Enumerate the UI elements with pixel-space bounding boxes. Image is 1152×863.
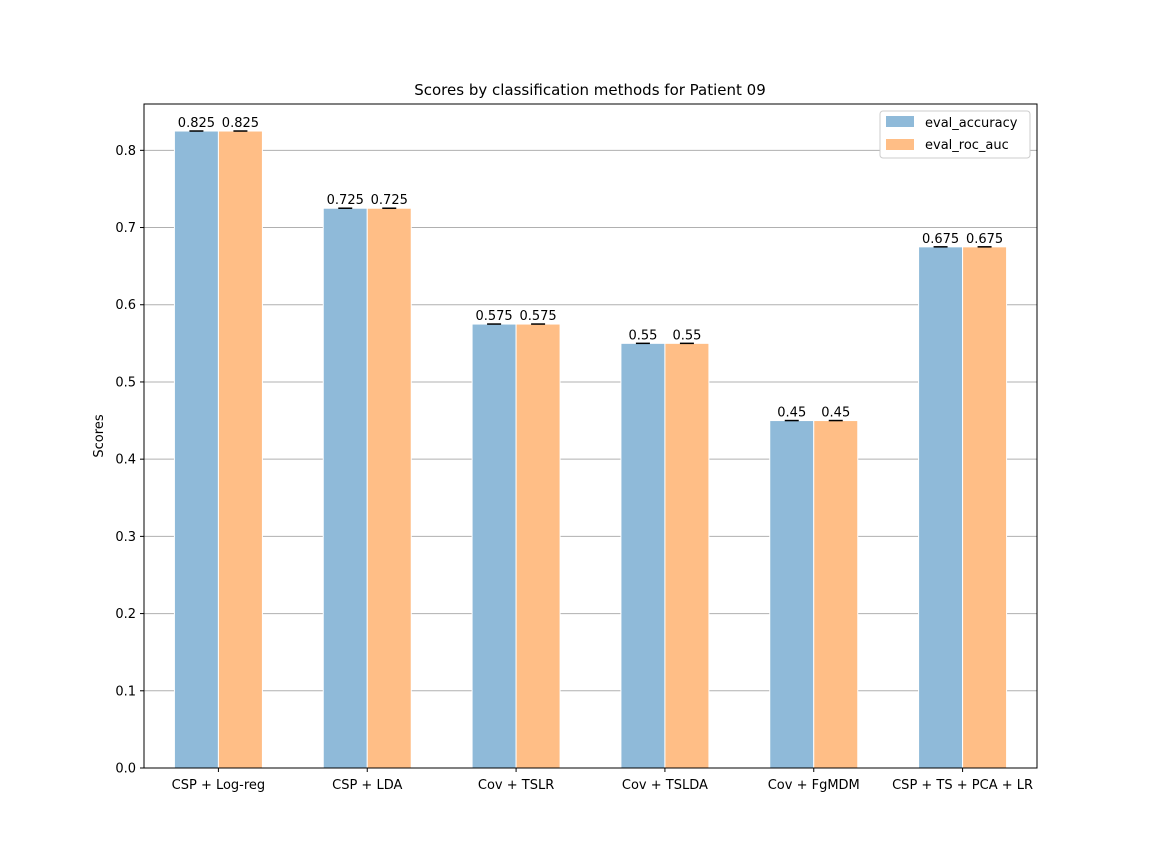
y-tick-label: 0.8 (115, 144, 136, 159)
bar-eval-roc-auc-cov-tslr (515, 323, 561, 769)
y-tick-label: 0.3 (115, 530, 136, 545)
chart-title: Scores by classification methods for Pat… (414, 81, 766, 99)
bar-eval-accuracy-csp-log-reg (173, 130, 219, 769)
x-tick-label-cov-fgmdm: Cov + FgMDM (768, 778, 860, 793)
bars (173, 130, 1008, 769)
legend-swatch-eval-roc-auc (886, 139, 914, 150)
data-label-eval-roc-auc-csp-ts-pca-lr: 0.675 (966, 232, 1003, 247)
axes: 0.0 0.1 0.2 0.3 0.4 0.5 0.6 0.7 0.8 CSP + Log-reg… (115, 144, 1033, 793)
bar-eval-roc-auc-csp-ts-pca-lr (962, 246, 1008, 769)
data-label-eval-accuracy-cov-fgmdm: 0.45 (777, 406, 806, 421)
data-label-eval-roc-auc-cov-tslda: 0.55 (672, 328, 701, 343)
y-tick-label: 0.2 (115, 607, 136, 622)
x-tick-label-cov-tslda: Cov + TSLDA (622, 778, 708, 793)
legend-swatch-eval-accuracy (886, 116, 914, 127)
bar-eval-accuracy-csp-ts-pca-lr (918, 246, 964, 769)
data-label-eval-roc-auc-cov-fgmdm: 0.45 (821, 406, 850, 421)
bar-eval-accuracy-cov-fgmdm (769, 420, 815, 769)
data-label-eval-accuracy-csp-log-reg: 0.825 (178, 116, 215, 131)
bar-eval-roc-auc-csp-log-reg (217, 130, 263, 769)
data-labels: 0.825 0.825 0.725 0.725 0.575 0.575 0.55 0.55 0.… (178, 116, 1003, 422)
data-label-eval-accuracy-csp-ts-pca-lr: 0.675 (922, 232, 959, 247)
bar-eval-accuracy-cov-tslda (620, 342, 666, 769)
y-tick-label: 0.7 (115, 221, 136, 236)
y-tick-label: 0.5 (115, 375, 136, 390)
x-tick-label-cov-tslr: Cov + TSLR (478, 778, 554, 793)
y-tick-label: 0.1 (115, 684, 136, 699)
plot-frame (143, 103, 1038, 769)
y-axis-label: Scores (92, 414, 107, 457)
data-label-eval-roc-auc-csp-log-reg: 0.825 (222, 116, 259, 131)
x-tick-label-csp-ts-pca-lr: CSP + TS + PCA + LR (892, 778, 1033, 793)
legend-label-eval-accuracy: eval_accuracy (925, 116, 1018, 131)
y-tick-label: 0.0 (115, 762, 136, 777)
legend-box (879, 110, 1031, 159)
data-label-eval-accuracy-cov-tslr: 0.575 (475, 309, 512, 324)
data-label-eval-roc-auc-cov-tslr: 0.575 (519, 309, 556, 324)
y-tick-label: 0.4 (115, 453, 136, 468)
y-tick-label: 0.6 (115, 298, 136, 313)
x-tick-label-csp-log-reg: CSP + Log-reg (172, 778, 266, 793)
bar-eval-roc-auc-cov-fgmdm (813, 420, 859, 769)
bar-eval-accuracy-csp-lda (322, 207, 368, 769)
data-label-eval-roc-auc-csp-lda: 0.725 (371, 193, 408, 208)
bar-eval-roc-auc-csp-lda (366, 207, 412, 769)
x-tick-label-csp-lda: CSP + LDA (332, 778, 402, 793)
bar-eval-accuracy-cov-tslr (471, 323, 517, 769)
data-label-eval-accuracy-cov-tslda: 0.55 (628, 328, 657, 343)
bar-eval-roc-auc-cov-tslda (664, 342, 710, 769)
data-label-eval-accuracy-csp-lda: 0.725 (327, 193, 364, 208)
legend: eval_accuracy eval_roc_auc (879, 110, 1031, 159)
legend-label-eval-roc-auc: eval_roc_auc (925, 138, 1009, 153)
